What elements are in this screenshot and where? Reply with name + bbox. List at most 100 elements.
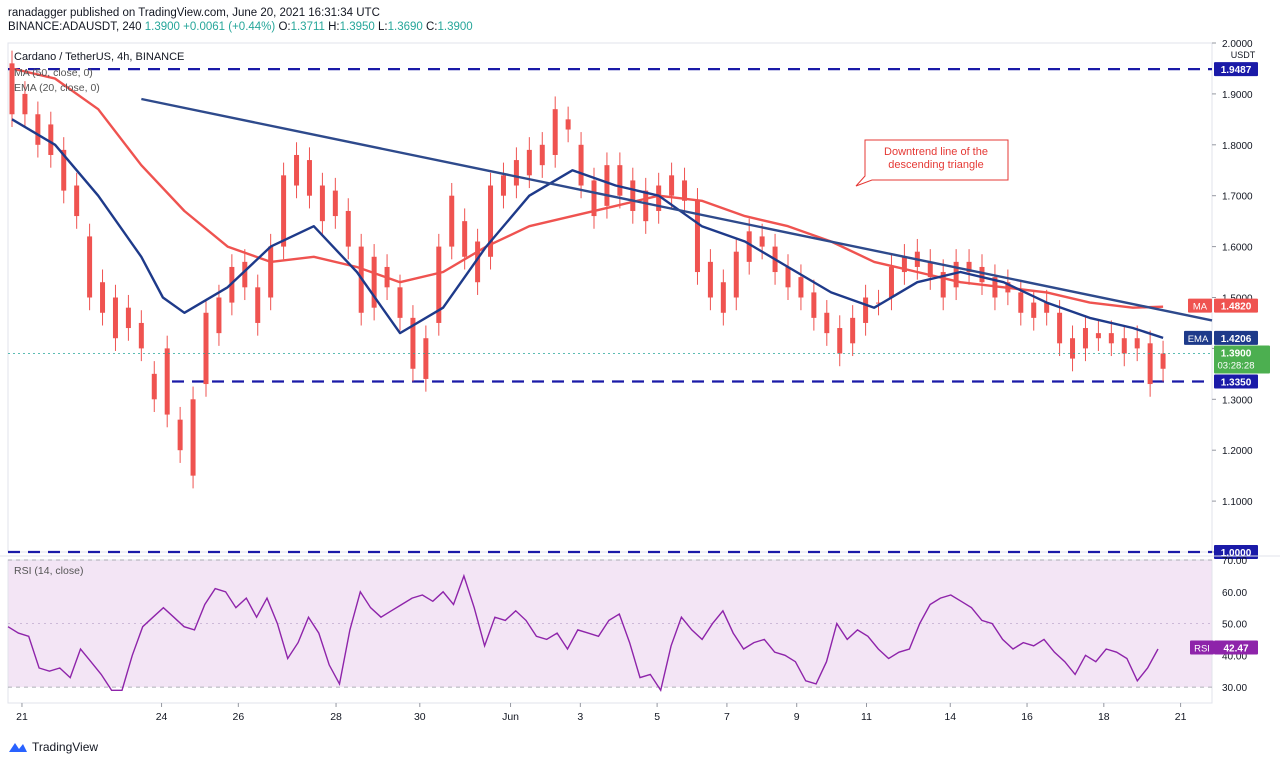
candle-body (9, 63, 15, 115)
candle-body (940, 272, 946, 298)
candle-body (1108, 333, 1114, 344)
candle-body (1160, 353, 1166, 369)
candle-body (746, 231, 752, 262)
ema-tag-name: EMA (1188, 334, 1209, 345)
candle-body (901, 256, 907, 273)
candle-body (436, 246, 442, 323)
annotation-callout (855, 139, 1009, 187)
footer-brand: TradingView (32, 740, 99, 754)
candle-body (319, 185, 325, 222)
candle-body (48, 124, 54, 155)
time-tick-label: Jun (502, 711, 519, 723)
candle-body (164, 348, 170, 415)
candle-body (513, 160, 519, 186)
rsi-line (7, 573, 1159, 693)
candle-body (565, 119, 571, 130)
candle-body (306, 160, 312, 196)
annotation-text-line2: descending triangle (888, 159, 983, 171)
candle-body (87, 236, 93, 298)
candle-body (151, 373, 157, 400)
candle-body (1082, 328, 1088, 349)
candle-body (720, 282, 726, 313)
candle-body (837, 328, 843, 354)
open-value: 1.3711 (290, 21, 325, 33)
ema-tag-name-box (1184, 330, 1212, 345)
countdown-label: 03:28:28 (1218, 360, 1255, 371)
time-tick-label: 14 (944, 711, 956, 723)
candle-body (656, 185, 662, 211)
candle-body (617, 165, 623, 196)
ma-tag (1214, 298, 1258, 313)
candle-body (22, 93, 28, 115)
open-label: O: (278, 21, 291, 33)
rsi-tag-name-box (1190, 640, 1214, 655)
time-tick-label: 5 (654, 711, 660, 723)
price-tick-label: 1.1000 (1222, 497, 1253, 508)
candle-body (682, 180, 688, 201)
low-value: 1.3690 (387, 21, 423, 33)
last-price: 1.3900 (144, 21, 180, 33)
candle-body (74, 185, 80, 217)
rsi-tag-value: 42.47 (1223, 643, 1248, 654)
candle-body (462, 221, 468, 257)
ema-tag (1214, 330, 1258, 345)
symbol-line: BINANCE:ADAUSDT, 240 1.3900 +0.0061 (+0.… (8, 20, 473, 34)
candle-body (669, 175, 675, 196)
price-tick-label: 1.8000 (1222, 141, 1253, 152)
candle-body (371, 256, 377, 308)
candle-body (500, 175, 506, 196)
candle-body (798, 277, 804, 298)
candle-body (35, 114, 41, 145)
candle-body (345, 210, 351, 247)
ma-tag-name-box (1188, 298, 1212, 313)
close-label: C: (426, 21, 438, 33)
candle-body (953, 261, 959, 288)
candle-body (100, 282, 106, 313)
rsi-tick-label: 50.00 (1222, 620, 1247, 631)
candle-body (190, 399, 196, 476)
time-tick-label: 18 (1098, 711, 1110, 723)
ma-legend: MA (50, close, 0) (14, 67, 93, 79)
tradingview-logo-icon (9, 743, 27, 752)
candle-body (979, 266, 985, 283)
candle-body (707, 261, 713, 298)
symbol-name: BINANCE:ADAUSDT, 240 (8, 21, 142, 33)
level-tag-label: 1.3350 (1221, 377, 1252, 388)
last-price-tag-value: 1.3900 (1221, 348, 1252, 359)
chart-header: ranadagger published on TradingView.com,… (8, 6, 473, 34)
level-tag (1214, 62, 1258, 77)
candle-body (1095, 333, 1101, 339)
candle-body (552, 109, 558, 155)
ma-tag-value: 1.4820 (1221, 302, 1252, 313)
high-label: H: (328, 21, 340, 33)
candle-body (811, 292, 817, 318)
candle-body (397, 287, 403, 318)
time-tick-label: 21 (1175, 711, 1187, 723)
time-tick-label: 16 (1021, 711, 1033, 723)
level-tag-label: 1.0000 (1221, 548, 1252, 559)
candle-body (1134, 338, 1140, 349)
time-tick-label: 21 (16, 711, 28, 723)
candle-body (850, 317, 856, 344)
time-tick-label: 3 (577, 711, 583, 723)
price-tick-label: 1.6000 (1222, 243, 1253, 254)
candle-body (488, 185, 494, 257)
candle-body (1121, 338, 1127, 354)
candle-body (1057, 312, 1063, 344)
candle-body (694, 200, 700, 273)
candle-body (591, 180, 597, 217)
close-value: 1.3900 (437, 21, 473, 33)
candle-body (578, 144, 584, 186)
currency-label: USDT (1231, 50, 1256, 60)
candle-body (927, 261, 933, 278)
candle-body (1070, 338, 1076, 359)
ema-legend: EMA (20, close, 0) (14, 82, 100, 94)
rsi-tick-label: 40.00 (1222, 651, 1247, 662)
price-tick-label: 2.0000 (1222, 39, 1253, 50)
candle-body (604, 165, 610, 206)
rsi-legend: RSI (14, close) (14, 565, 83, 577)
price-tick-label: 1.2000 (1222, 446, 1253, 457)
candle-body (1018, 292, 1024, 313)
candle-body (138, 322, 144, 349)
